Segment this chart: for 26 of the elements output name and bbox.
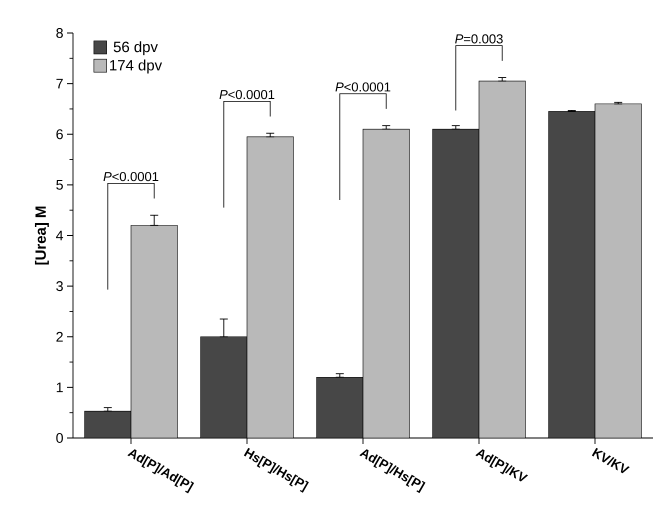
y-tick-label: 8 [56, 28, 63, 38]
y-tick-label: 2 [56, 332, 63, 342]
annotation: P<0.0001 [220, 90, 274, 100]
y-axis-title: [Urea] M [34, 206, 49, 265]
bar [362, 128, 410, 438]
y-tick-label: 6 [56, 129, 63, 140]
bar [316, 376, 364, 438]
bar [84, 410, 132, 438]
bar [548, 111, 596, 438]
legend-label: 56 dpv [114, 41, 158, 56]
y-tick-label: 3 [56, 281, 63, 292]
bar [130, 225, 178, 438]
bar [594, 104, 642, 438]
y-tick-label: 7 [56, 78, 63, 88]
legend-label: 174 dpv [110, 60, 162, 74]
y-tick-label: 0 [56, 433, 63, 443]
annotation: P<0.0001 [104, 172, 158, 182]
bar [200, 336, 248, 438]
annotation: P=0.003 [455, 34, 503, 44]
y-tick-label: 4 [56, 230, 64, 240]
bar [432, 128, 480, 438]
annotation: P<0.0001 [336, 82, 390, 92]
y-tick-label: 1 [56, 382, 63, 392]
bar [246, 136, 294, 438]
bar [478, 80, 526, 438]
y-tick-label: 5 [56, 180, 63, 190]
